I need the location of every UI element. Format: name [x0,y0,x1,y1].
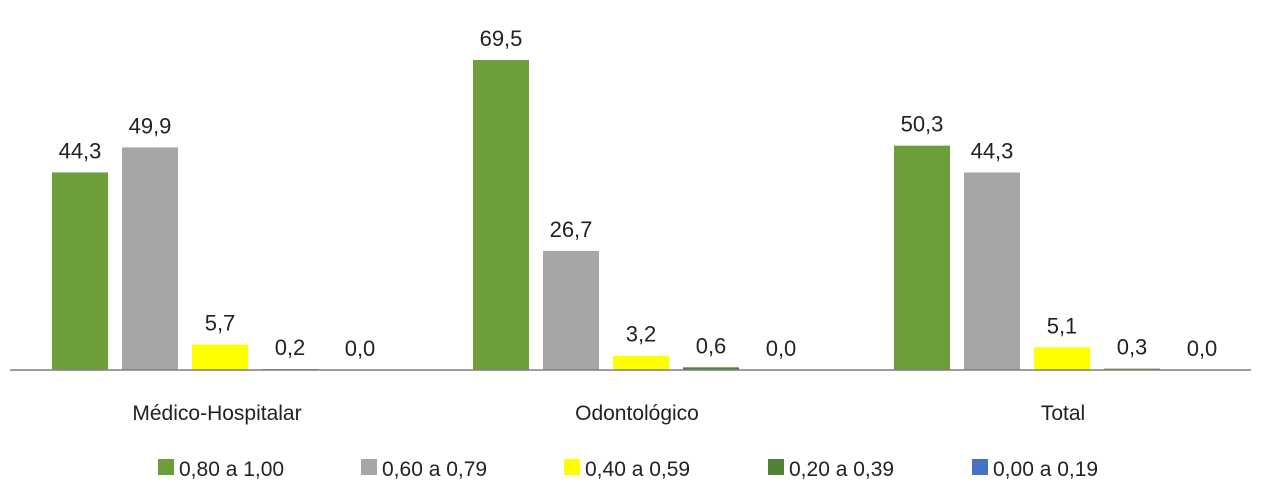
data-label: 0,6 [696,333,727,358]
data-label: 0,3 [1117,335,1148,360]
category-labels-layer: Médico-Hospitalar Odontológico Total [132,402,1085,425]
data-labels-layer: 44,3 49,9 5,7 0,2 0,0 69,5 26,7 3,2 0,6 0,0 50,3 44… [59,26,1218,361]
bar [122,147,178,370]
bar [894,145,950,370]
data-label: 3,2 [626,322,657,347]
legend-swatch [564,459,580,475]
data-label: 0,0 [345,336,376,361]
bar [473,60,529,370]
category-label: Total [1041,402,1085,425]
data-label: 26,7 [550,217,593,242]
bars-layer [52,60,1160,370]
category-label: Odontológico [575,402,699,425]
legend-label: 0,80 a 1,00 [179,458,284,481]
data-label: 0,0 [1187,336,1218,361]
bar [613,355,669,370]
data-label: 5,1 [1047,313,1078,338]
legend: 0,80 a 1,00 0,60 a 0,79 0,40 a 0,59 0,20 a … [158,458,1098,481]
legend-swatch [158,459,174,475]
legend-label: 0,40 a 0,59 [585,458,690,481]
legend-label: 0,60 a 0,79 [382,458,487,481]
data-label: 0,2 [275,335,306,360]
legend-swatch [361,459,377,475]
data-label: 44,3 [59,138,102,163]
bar [1034,347,1090,370]
data-label: 44,3 [971,138,1014,163]
data-label: 0,0 [766,336,797,361]
data-label: 49,9 [129,113,172,138]
legend-swatch [768,459,784,475]
legend-label: 0,00 a 0,19 [993,458,1098,481]
category-label: Médico-Hospitalar [132,402,301,425]
legend-label: 0,20 a 0,39 [789,458,894,481]
legend-swatch [972,459,988,475]
data-label: 50,3 [901,112,944,137]
bar [543,250,599,370]
bar [192,344,248,370]
bar [52,172,108,370]
data-label: 5,7 [205,311,236,336]
bar [964,172,1020,370]
bar [683,367,739,370]
data-label: 69,5 [480,26,523,51]
